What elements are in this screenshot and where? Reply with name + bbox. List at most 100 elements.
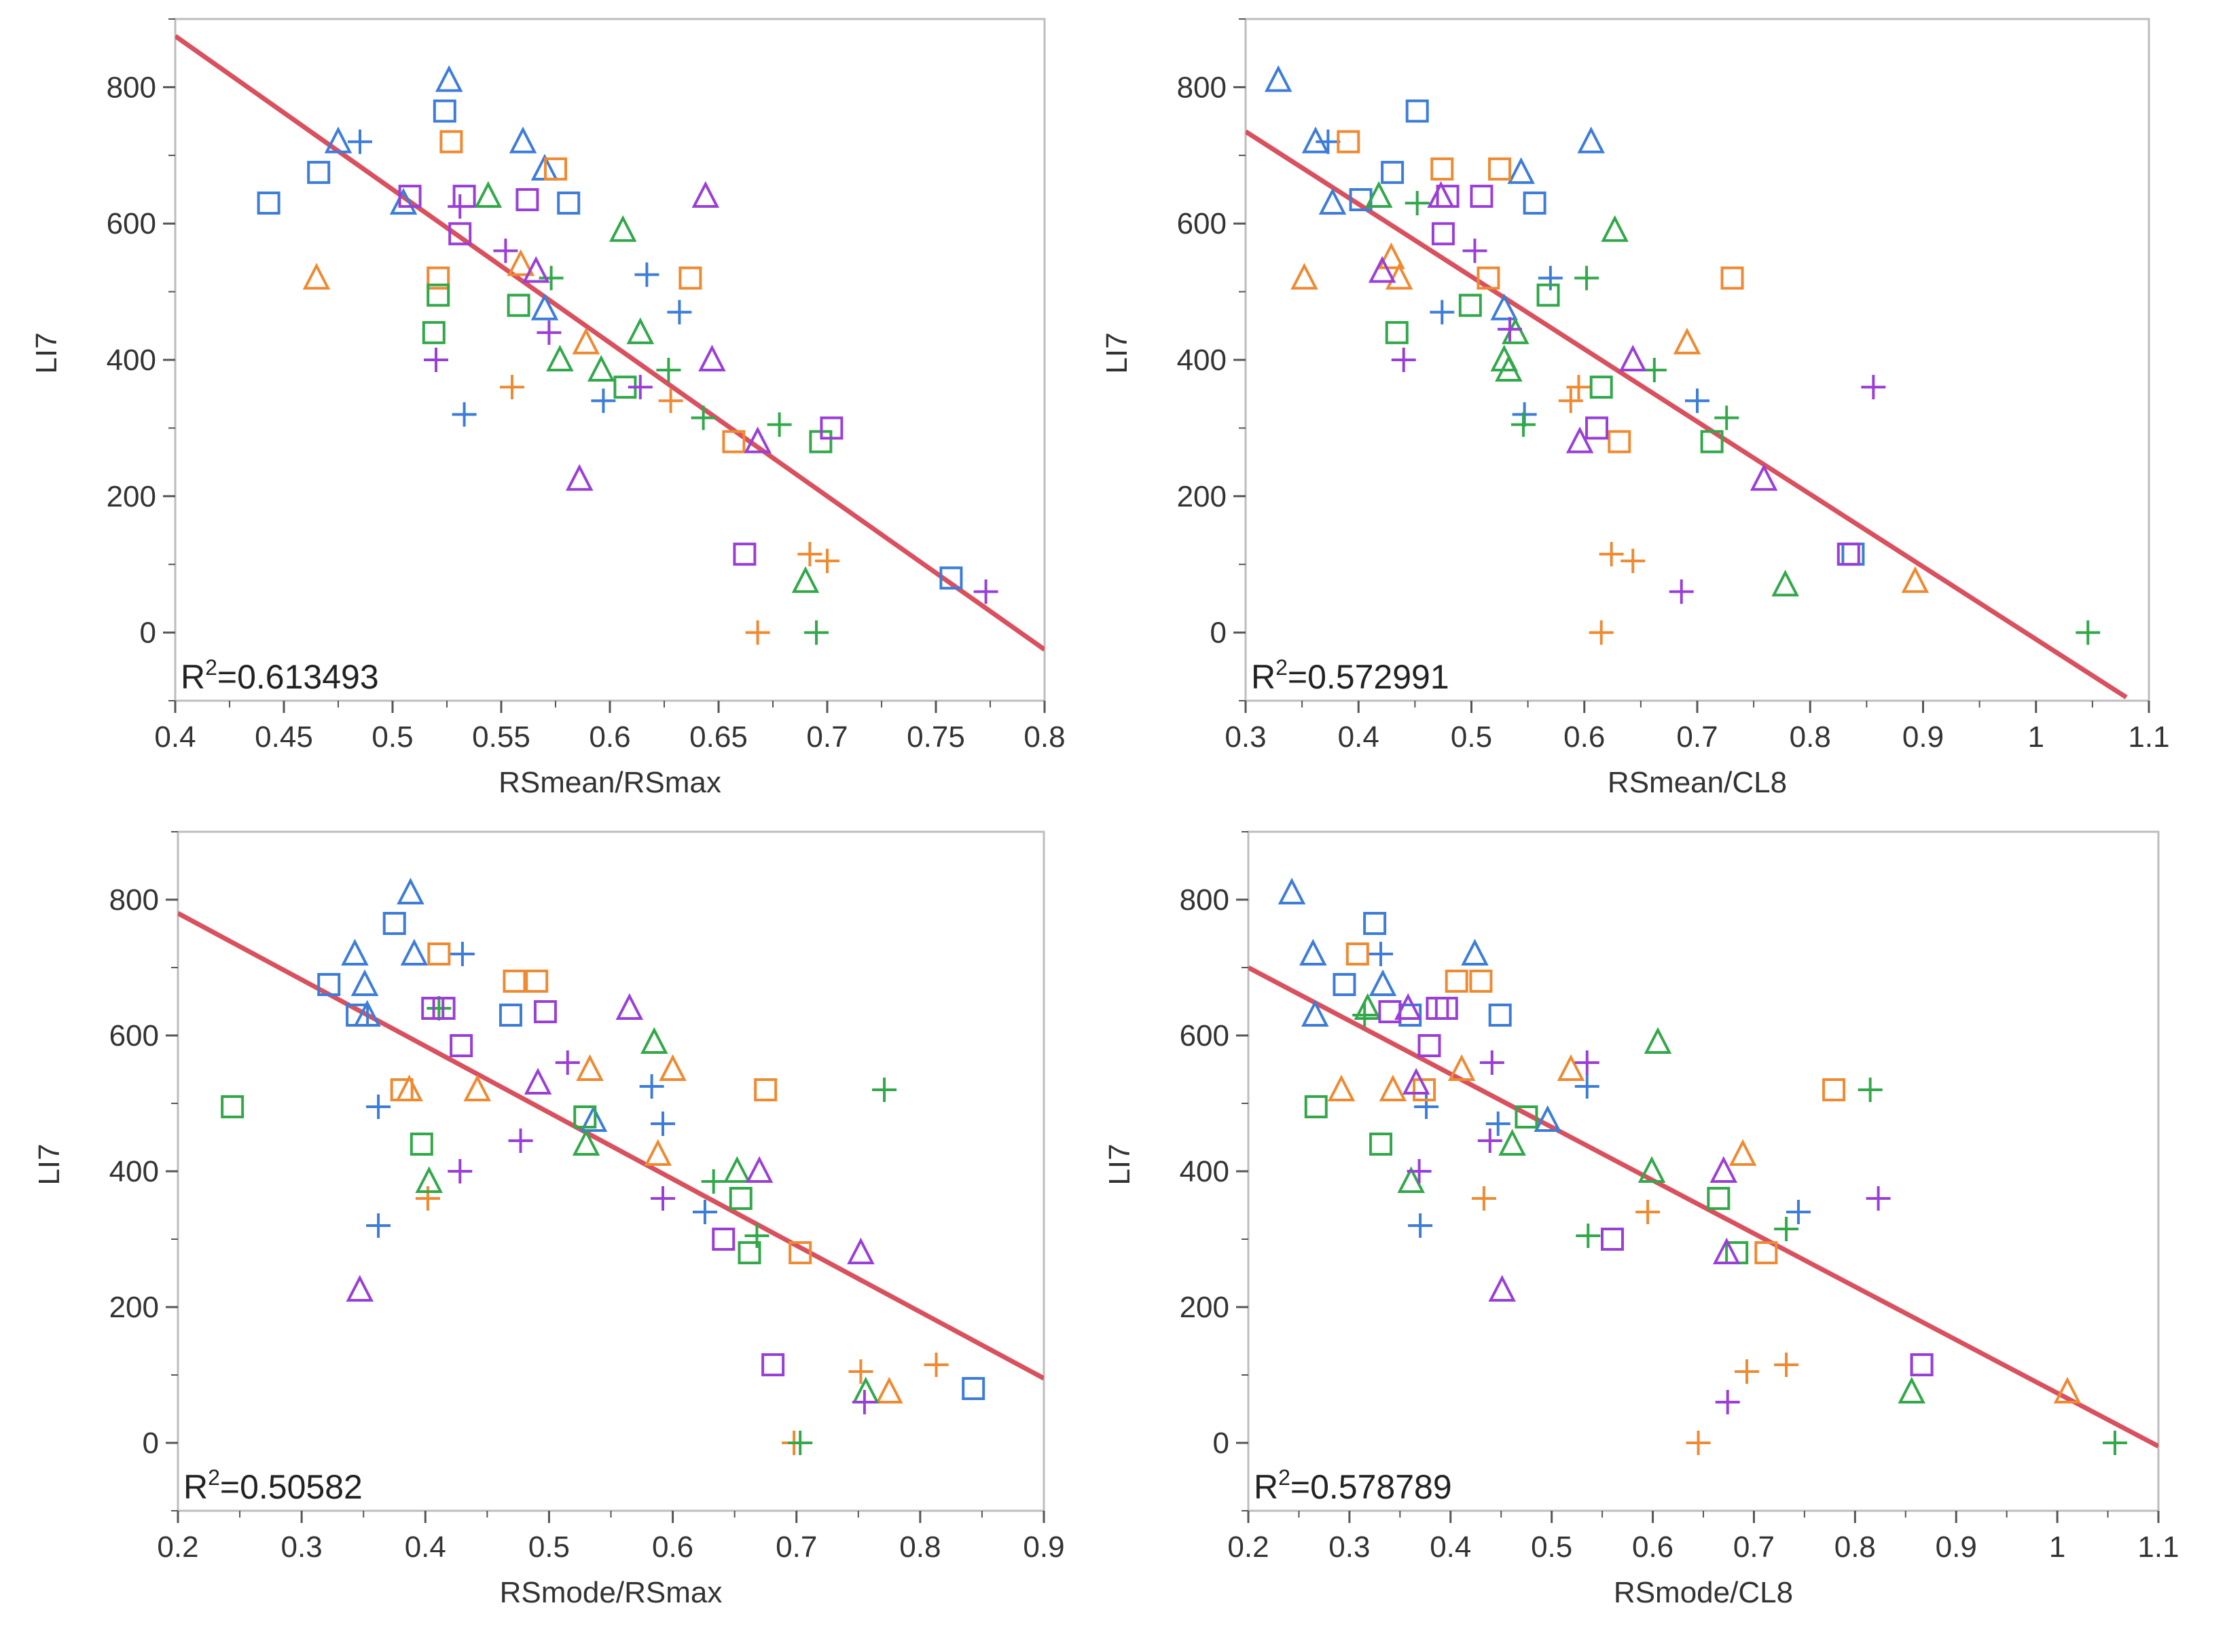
x-tick-label: 0.7 — [806, 720, 848, 754]
r-squared-value: =0.578789 — [1290, 1468, 1452, 1506]
r-squared-label: R2=0.50582 — [183, 1465, 363, 1506]
square-marker — [433, 99, 456, 123]
triangle-marker — [691, 181, 720, 208]
plus-marker — [1566, 375, 1591, 400]
x-tick-label: 0.5 — [1531, 1530, 1572, 1564]
x-tick-label: 0.9 — [1902, 720, 1944, 754]
x-tick-label: 0.3 — [1328, 1530, 1370, 1564]
r-squared-prefix: R — [1251, 658, 1275, 696]
y-tick-label: 600 — [1177, 207, 1227, 240]
plus-marker — [1479, 1050, 1504, 1075]
y-tick-label: 0 — [140, 617, 156, 650]
y-tick-label: 400 — [109, 1155, 159, 1188]
regression-line — [178, 911, 1044, 1381]
plus-marker — [745, 620, 770, 645]
x-tick-label: 0.55 — [472, 720, 530, 754]
x-axis: 0.3 0.4 0.5 0.6 0.7 0.8 0.9 1 1.1 — [1225, 701, 2170, 754]
plus-marker — [1599, 542, 1624, 567]
triangle-marker — [1427, 181, 1455, 208]
x-tick-label: 0.5 — [372, 720, 413, 754]
triangle-marker — [474, 181, 503, 208]
square-marker — [1720, 266, 1744, 290]
y-tick-label: 200 — [107, 480, 156, 513]
plot-frame — [1244, 18, 2150, 702]
y-tick-label: 400 — [1177, 344, 1227, 377]
y-tick-label: 400 — [107, 344, 156, 377]
plus-marker — [634, 262, 659, 287]
plus-marker — [1485, 1112, 1510, 1136]
x-axis-label: RSmode/CL8 — [1614, 1576, 1793, 1609]
plus-marker — [1858, 1078, 1883, 1102]
plus-marker — [691, 405, 716, 430]
plus-marker — [1621, 549, 1646, 574]
triangle-marker — [415, 1166, 443, 1193]
square-marker — [754, 1078, 778, 1101]
y-tick-label: 600 — [109, 1019, 159, 1052]
triangle-marker — [2053, 1376, 2082, 1403]
y-tick-label: 800 — [109, 883, 159, 917]
square-marker — [499, 1004, 522, 1027]
plus-marker — [797, 542, 822, 567]
triangle-marker — [1369, 969, 1397, 996]
triangle-marker — [1534, 1105, 1561, 1132]
triangle-marker — [389, 187, 418, 215]
r-squared-label: R2=0.613493 — [181, 655, 379, 696]
triangle-marker — [1644, 1027, 1672, 1054]
plot-frame — [174, 18, 1046, 702]
data-points — [178, 877, 1044, 1455]
plus-marker — [1786, 1200, 1811, 1224]
triangle-marker — [572, 1128, 600, 1156]
plus-marker — [1510, 412, 1536, 437]
square-marker — [1445, 970, 1468, 993]
triangle-marker — [1402, 1067, 1430, 1095]
triangle-marker — [1557, 1054, 1585, 1081]
square-marker — [962, 1377, 985, 1400]
triangle-marker — [723, 1156, 751, 1183]
plus-marker — [1774, 1217, 1799, 1241]
plus-marker — [1735, 1359, 1760, 1384]
plus-marker — [667, 299, 692, 325]
square-marker — [398, 185, 422, 208]
plus-marker — [658, 388, 683, 414]
triangle-marker — [524, 1067, 552, 1095]
triangle-marker — [1709, 1156, 1738, 1183]
x-tick-label: 0.7 — [1733, 1530, 1775, 1564]
triangle-marker — [698, 344, 726, 371]
square-marker — [507, 293, 530, 317]
square-marker — [533, 1000, 557, 1023]
triangle-marker — [847, 1237, 875, 1264]
triangle-marker — [745, 1156, 774, 1183]
square-marker — [257, 191, 280, 215]
triangle-marker — [644, 1139, 672, 1166]
x-tick-label: 1.1 — [2128, 720, 2169, 754]
x-tick-label: 0.7 — [1676, 720, 1718, 754]
triangle-marker — [400, 938, 429, 966]
triangle-marker — [1264, 65, 1292, 92]
y-axis-label: LI7 — [1103, 1143, 1136, 1185]
triangle-marker — [1461, 938, 1489, 966]
plus-marker — [872, 1078, 897, 1102]
square-marker — [410, 1133, 433, 1156]
triangle-marker — [1379, 1074, 1407, 1101]
square-marker — [1523, 191, 1546, 215]
plus-marker — [788, 1431, 813, 1455]
triangle-marker — [1618, 344, 1647, 371]
triangle-marker — [1377, 242, 1405, 270]
square-marker — [1369, 1133, 1393, 1156]
plus-marker — [815, 549, 839, 574]
plus-marker — [366, 1213, 391, 1238]
square-marker — [738, 1241, 761, 1264]
square-marker — [1910, 1353, 1934, 1376]
plus-marker — [539, 265, 564, 291]
regression-line — [1246, 129, 2128, 699]
r-squared-superscript: 2 — [208, 1465, 220, 1490]
square-marker — [573, 1105, 597, 1128]
triangle-marker — [1327, 1074, 1356, 1101]
y-tick-label: 200 — [1177, 480, 1227, 513]
square-marker — [307, 160, 331, 184]
y-axis: 0 200 400 600 800 — [1177, 18, 1246, 701]
plus-marker — [1405, 191, 1430, 216]
x-tick-label: 0.75 — [907, 720, 965, 754]
r-squared-superscript: 2 — [205, 655, 217, 680]
